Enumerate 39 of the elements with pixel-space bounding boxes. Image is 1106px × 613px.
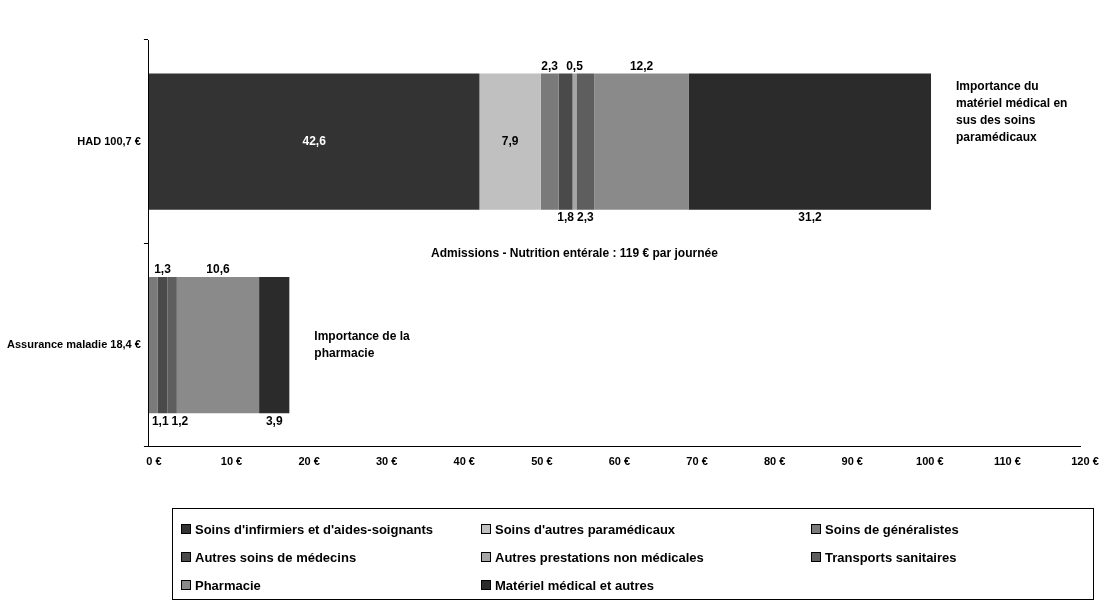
data-label: 10,6 — [206, 262, 230, 277]
y-tick-label: Assurance maladie 18,4 € — [6, 338, 141, 351]
x-tick-label: 10 € — [220, 455, 243, 468]
x-tick-label: 50 € — [531, 455, 553, 468]
x-tick-label: 30 € — [375, 455, 398, 468]
legend-label: Matériel médical et autres — [495, 577, 654, 593]
data-label: 3,9 — [265, 413, 283, 428]
legend-label: Soins d'infirmiers et d'aides-soignants — [195, 521, 434, 537]
data-label: 42,6 — [302, 134, 327, 149]
annotation: Admissions - Nutrition entérale : 119 € par journée — [431, 245, 719, 260]
legend-label: Autres prestations non médicales — [495, 549, 704, 565]
data-label: 12,2 — [629, 58, 654, 73]
data-label: 1,2 — [171, 413, 189, 428]
legend-label: Soins d'autres paramédicaux — [495, 521, 676, 537]
x-tick-label: 0 € — [146, 455, 162, 468]
data-label: 1,1 — [151, 413, 169, 428]
data-label: 2,3 — [577, 210, 595, 225]
x-tick-label: 90 € — [841, 455, 863, 468]
annotation: Importance de la pharmacie — [314, 328, 411, 360]
x-tick-label: 40 € — [453, 455, 475, 468]
x-tick-label: 80 € — [763, 455, 786, 468]
x-tick-label: 110 € — [993, 455, 1021, 468]
data-label: 2,3 — [541, 58, 559, 73]
x-tick-label: 100 € — [916, 455, 944, 468]
data-label: 1,8 — [557, 210, 575, 225]
legend-label: Autres soins de médecins — [195, 549, 357, 565]
legend-label: Transports sanitaires — [825, 549, 957, 565]
legend-label: Pharmacie — [195, 577, 261, 593]
data-label: 1,3 — [154, 262, 172, 277]
data-label: 0,5 — [566, 58, 584, 73]
x-tick-label: 70 € — [686, 455, 708, 468]
y-tick-label: HAD 100,7 € — [77, 134, 141, 147]
annotation: Importance du matériel médical en sus des soins paramédicaux — [956, 78, 1068, 144]
x-tick-label: 20 € — [298, 455, 320, 468]
data-label: 7,9 — [501, 134, 519, 149]
x-tick-label: 60 € — [608, 455, 631, 468]
legend-label: Soins de généralistes — [825, 521, 959, 537]
data-label: 31,2 — [798, 210, 822, 225]
x-tick-label: 120 € — [1071, 455, 1099, 468]
